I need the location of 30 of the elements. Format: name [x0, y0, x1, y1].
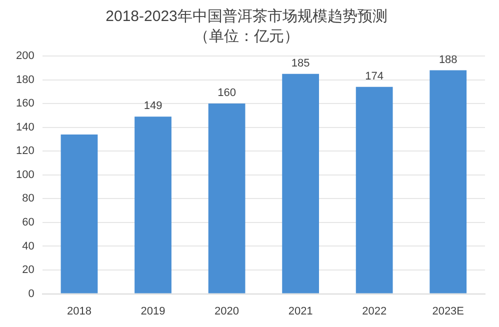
y-tick-label: 200 [16, 50, 34, 62]
y-tick-label: 120 [16, 145, 34, 158]
data-label: 160 [218, 87, 236, 100]
y-tick-label: 140 [16, 121, 34, 134]
y-tick-label: 40 [22, 240, 34, 252]
x-tick-label: 2020 [214, 305, 240, 318]
y-tick-label: 20 [22, 264, 34, 276]
y-tick-label: 100 [16, 168, 34, 181]
y-tick-label: 60 [22, 216, 34, 228]
x-tick-label: 2021 [288, 305, 313, 318]
chart-subtitle: （单位：亿元） [194, 28, 299, 46]
chart-title: 2018-2023年中国普洱茶市场规模趋势预测 [106, 8, 388, 26]
x-tick-label: 2019 [140, 305, 166, 318]
x-tick-label: 2022 [362, 305, 387, 318]
data-label: 188 [438, 54, 458, 66]
data-label: 185 [291, 57, 310, 70]
bar [356, 86, 393, 294]
data-label: 174 [365, 70, 384, 82]
y-tick-label: 0 [28, 288, 34, 300]
x-tick-label: 2023E [432, 305, 464, 318]
bar [430, 70, 467, 294]
data-label: 149 [144, 100, 162, 112]
y-tick-label: 80 [22, 192, 34, 205]
bar [60, 134, 98, 294]
y-tick-label: 160 [16, 98, 34, 110]
x-tick-label: 2018 [67, 305, 92, 318]
bar [208, 104, 246, 294]
bar [134, 116, 172, 294]
y-tick-label: 180 [16, 74, 34, 86]
bar [282, 74, 320, 294]
